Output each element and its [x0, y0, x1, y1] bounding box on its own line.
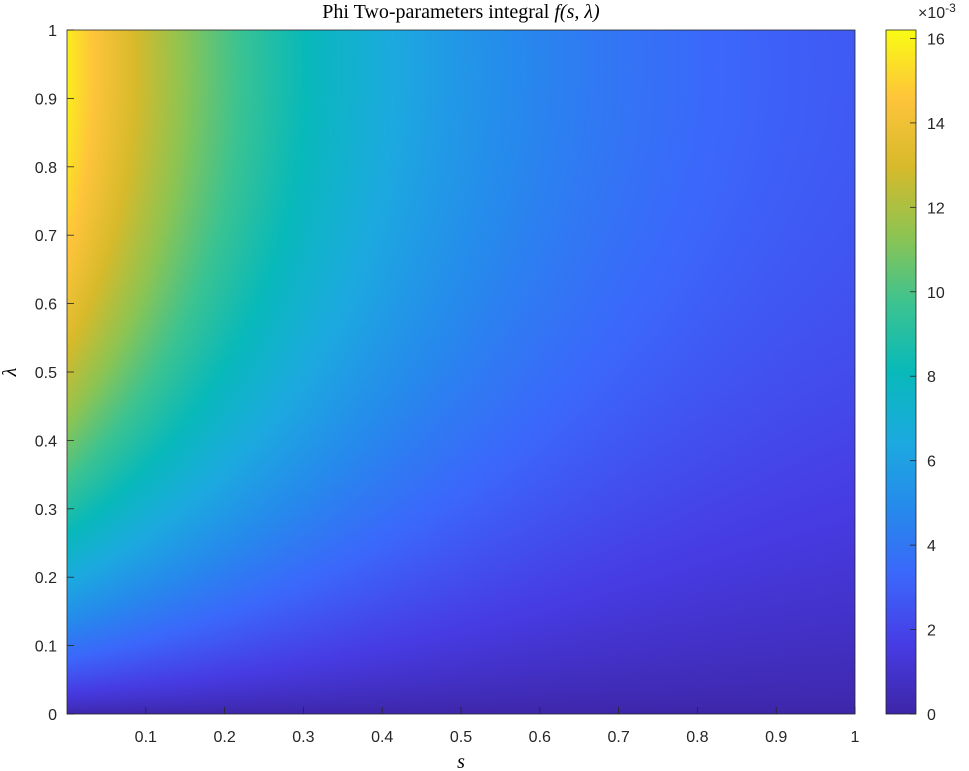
plot-frame [66, 29, 856, 715]
y-tick-label: 0.6 [35, 297, 57, 314]
colorbar-exponent-base: ×10 [918, 5, 945, 22]
x-tick-label: 0.3 [292, 729, 314, 746]
y-tick-label: 0.3 [35, 502, 57, 519]
x-tick-label: 0.1 [135, 729, 157, 746]
y-axis-ticks: 0 0.1 0.2 0.3 0.4 0.5 0.6 0.7 0.8 0.9 1 [35, 23, 74, 724]
colorbar-tick-label: 14 [927, 116, 945, 133]
y-tick-label: 0 [48, 707, 57, 724]
colorbar-tick-label: 16 [927, 31, 945, 48]
y-tick-label: 0.5 [35, 365, 57, 382]
colorbar-tick-label: 2 [927, 623, 936, 640]
x-tick-label: 0.8 [686, 729, 708, 746]
x-axis-label: s [457, 751, 465, 771]
x-tick-label: 0.4 [371, 729, 393, 746]
y-tick-label: 1 [48, 23, 57, 40]
colorbar-ticks: 0 2 4 6 8 10 12 14 16 [910, 31, 945, 724]
x-tick-label: 1 [851, 729, 860, 746]
colorbar-frame [885, 29, 917, 715]
colorbar-exponent-power: -3 [945, 1, 956, 15]
y-tick-label: 0.2 [35, 570, 57, 587]
y-tick-label: 0.7 [35, 228, 57, 245]
heatmap-surface [67, 30, 855, 714]
colorbar-tick-label: 8 [927, 369, 936, 386]
x-tick-label: 0.6 [529, 729, 551, 746]
colorbar-tick-label: 0 [927, 707, 936, 724]
colorbar-gradient [886, 30, 916, 714]
y-tick-label: 0.4 [35, 433, 57, 450]
colorbar-tick-label: 12 [927, 200, 945, 217]
x-tick-label: 0.7 [607, 729, 629, 746]
chart-title-math: f(s, λ) [554, 1, 600, 23]
y-tick-label: 0.1 [35, 639, 57, 656]
colorbar-exponent: ×10-3 [918, 1, 956, 22]
y-tick-label: 0.9 [35, 91, 57, 108]
y-tick-label: 0.8 [35, 160, 57, 177]
x-tick-label: 0.5 [450, 729, 472, 746]
x-tick-label: 0.9 [765, 729, 787, 746]
colorbar-tick-label: 4 [927, 538, 936, 555]
chart-title: Phi Two-parameters integral f(s, λ) [322, 1, 600, 23]
x-tick-label: 0.2 [213, 729, 235, 746]
colorbar-tick-label: 10 [927, 285, 945, 302]
y-axis-label: λ [0, 367, 21, 377]
x-axis-ticks: 0.1 0.2 0.3 0.4 0.5 0.6 0.7 0.8 0.9 1 [135, 707, 860, 746]
colorbar-tick-label: 6 [927, 454, 936, 471]
chart-title-prefix: Phi Two-parameters integral [322, 1, 554, 23]
